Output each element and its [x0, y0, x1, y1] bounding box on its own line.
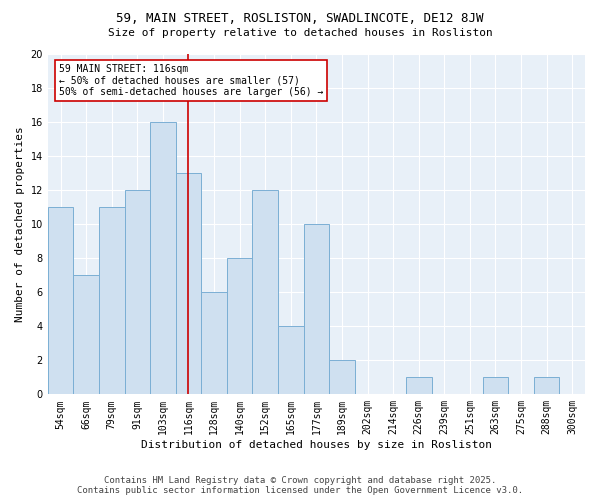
- Text: 59, MAIN STREET, ROSLISTON, SWADLINCOTE, DE12 8JW: 59, MAIN STREET, ROSLISTON, SWADLINCOTE,…: [116, 12, 484, 26]
- Bar: [482, 378, 508, 394]
- Bar: [73, 275, 99, 394]
- Bar: [406, 378, 431, 394]
- Text: Contains HM Land Registry data © Crown copyright and database right 2025.
Contai: Contains HM Land Registry data © Crown c…: [77, 476, 523, 495]
- Bar: [253, 190, 278, 394]
- Y-axis label: Number of detached properties: Number of detached properties: [15, 126, 25, 322]
- Bar: [48, 207, 73, 394]
- Bar: [201, 292, 227, 394]
- Bar: [304, 224, 329, 394]
- Text: Size of property relative to detached houses in Rosliston: Size of property relative to detached ho…: [107, 28, 493, 38]
- Bar: [99, 207, 125, 394]
- Bar: [176, 173, 201, 394]
- Bar: [227, 258, 253, 394]
- Text: 59 MAIN STREET: 116sqm
← 50% of detached houses are smaller (57)
50% of semi-det: 59 MAIN STREET: 116sqm ← 50% of detached…: [59, 64, 323, 98]
- Bar: [329, 360, 355, 394]
- Bar: [150, 122, 176, 394]
- Bar: [534, 378, 559, 394]
- Bar: [278, 326, 304, 394]
- X-axis label: Distribution of detached houses by size in Rosliston: Distribution of detached houses by size …: [141, 440, 492, 450]
- Bar: [125, 190, 150, 394]
